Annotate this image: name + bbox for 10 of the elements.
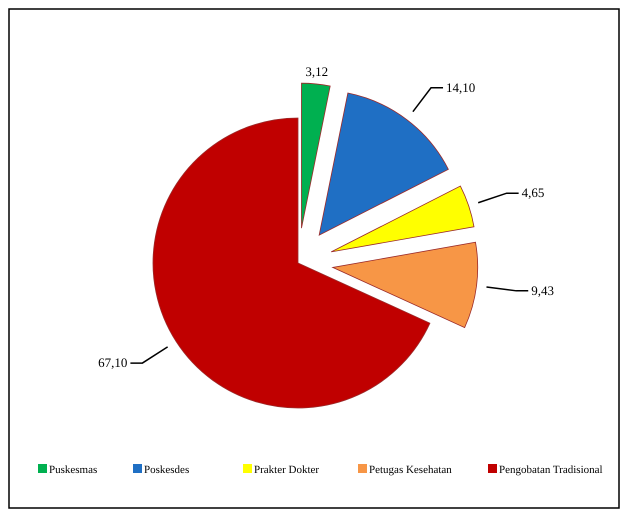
legend-label: Poskesdes <box>144 464 190 476</box>
legend-label: Puskesmas <box>49 464 98 476</box>
data-label: 4,65 <box>522 185 544 200</box>
legend-label: Pengobatan Tradisional <box>499 464 603 476</box>
data-label: 14,10 <box>446 80 476 95</box>
data-label: 9,43 <box>531 282 554 298</box>
data-label: 3,12 <box>305 64 328 79</box>
legend-label: Prakter Dokter <box>254 464 320 476</box>
legend-label: Petugas Kesehatan <box>369 464 452 476</box>
data-label: 67,10 <box>98 355 128 370</box>
